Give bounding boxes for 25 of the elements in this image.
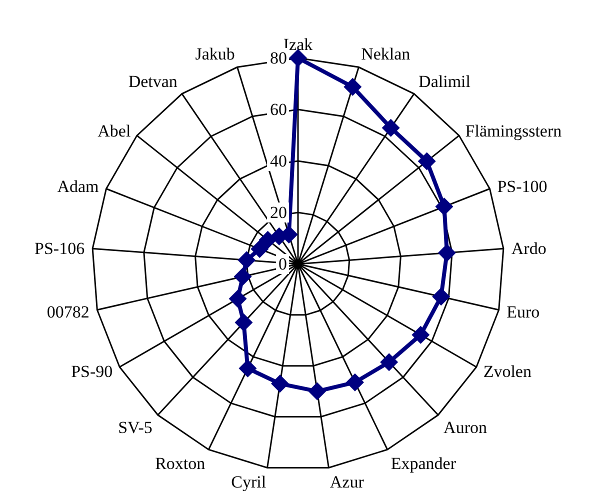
spoke-label: 00782 xyxy=(46,302,90,322)
spoke-label: Expander xyxy=(390,454,456,473)
y-tick-label: 80 xyxy=(270,48,287,68)
spoke-label: Roxton xyxy=(155,454,206,473)
spoke-label: Adam xyxy=(57,176,99,196)
spoke-label: Jakub xyxy=(195,44,235,64)
spoke-label: PS-106 xyxy=(34,239,85,258)
spoke-label: PS-100 xyxy=(497,176,548,196)
spoke-label: Detvan xyxy=(128,72,178,92)
y-tick-label: 0 xyxy=(278,254,287,274)
spoke-label: Abel xyxy=(98,122,131,141)
spoke-label: Dalimil xyxy=(418,72,471,92)
spoke-label: PS-90 xyxy=(71,362,113,382)
spoke-label: Cyril xyxy=(231,472,266,491)
y-tick-label: 60 xyxy=(270,100,287,119)
spoke-label: Neklan xyxy=(361,44,411,64)
spoke-label: Azur xyxy=(330,472,364,491)
y-tick-label: 40 xyxy=(270,152,287,170)
spoke-label: Flämingsstern xyxy=(465,122,562,141)
y-tick-label: 20 xyxy=(270,203,287,222)
spoke-label: Zvolen xyxy=(483,362,532,382)
spoke-label: Euro xyxy=(506,302,540,322)
spoke-label: SV-5 xyxy=(118,418,152,437)
spoke-label: Ardo xyxy=(511,239,546,258)
spoke-label: Auron xyxy=(444,418,488,437)
